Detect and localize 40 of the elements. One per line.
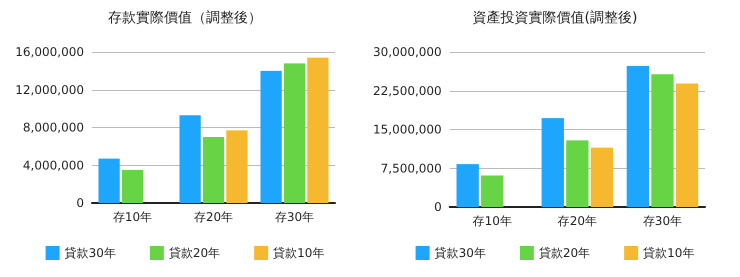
y-tick-label: 30,000,000 [372, 45, 442, 59]
x-tick-label: 存20年 [194, 210, 234, 224]
bar [179, 115, 201, 203]
y-tick-label: 7,500,000 [380, 161, 442, 176]
bar [98, 158, 120, 203]
y-tick-label: 0 [434, 200, 442, 214]
y-tick-label: 12,000,000 [15, 82, 84, 97]
bar [566, 140, 589, 207]
bar [542, 118, 564, 207]
bar [284, 63, 306, 203]
y-tick-label: 0 [76, 196, 84, 210]
legend-label: 貸款30年 [434, 246, 486, 260]
bar [456, 164, 479, 207]
chart-title: 存款實際價值（調整後） [108, 10, 262, 26]
bar [676, 84, 698, 207]
bar [590, 148, 614, 207]
legend-label: 貸款10年 [273, 246, 324, 260]
bar [651, 74, 674, 207]
y-tick-label: 8,000,000 [22, 120, 84, 134]
x-tick-label: 存10年 [112, 210, 152, 224]
x-tick-label: 存30年 [274, 210, 314, 224]
bar [307, 58, 329, 203]
x-tick-label: 存30年 [642, 214, 682, 228]
y-tick-label: 15,000,000 [372, 122, 442, 136]
bar [226, 130, 248, 203]
chart-title: 資產投資實際價值(調整後) [472, 10, 638, 26]
bar [626, 66, 650, 207]
legend-label: 貸款30年 [64, 246, 116, 260]
bar [481, 175, 504, 207]
bar [260, 70, 282, 203]
y-tick-label: 4,000,000 [22, 158, 84, 172]
x-tick-label: 存20年 [558, 214, 597, 228]
legend-label: 貸款20年 [538, 246, 590, 260]
y-tick-label: 22,500,000 [372, 84, 442, 98]
legend-label: 貸款20年 [168, 246, 220, 260]
bar [122, 170, 144, 203]
legend-label: 貸款10年 [643, 246, 694, 260]
bar [202, 136, 224, 203]
y-tick-label: 16,000,000 [15, 45, 84, 59]
x-tick-label: 存10年 [472, 214, 512, 228]
